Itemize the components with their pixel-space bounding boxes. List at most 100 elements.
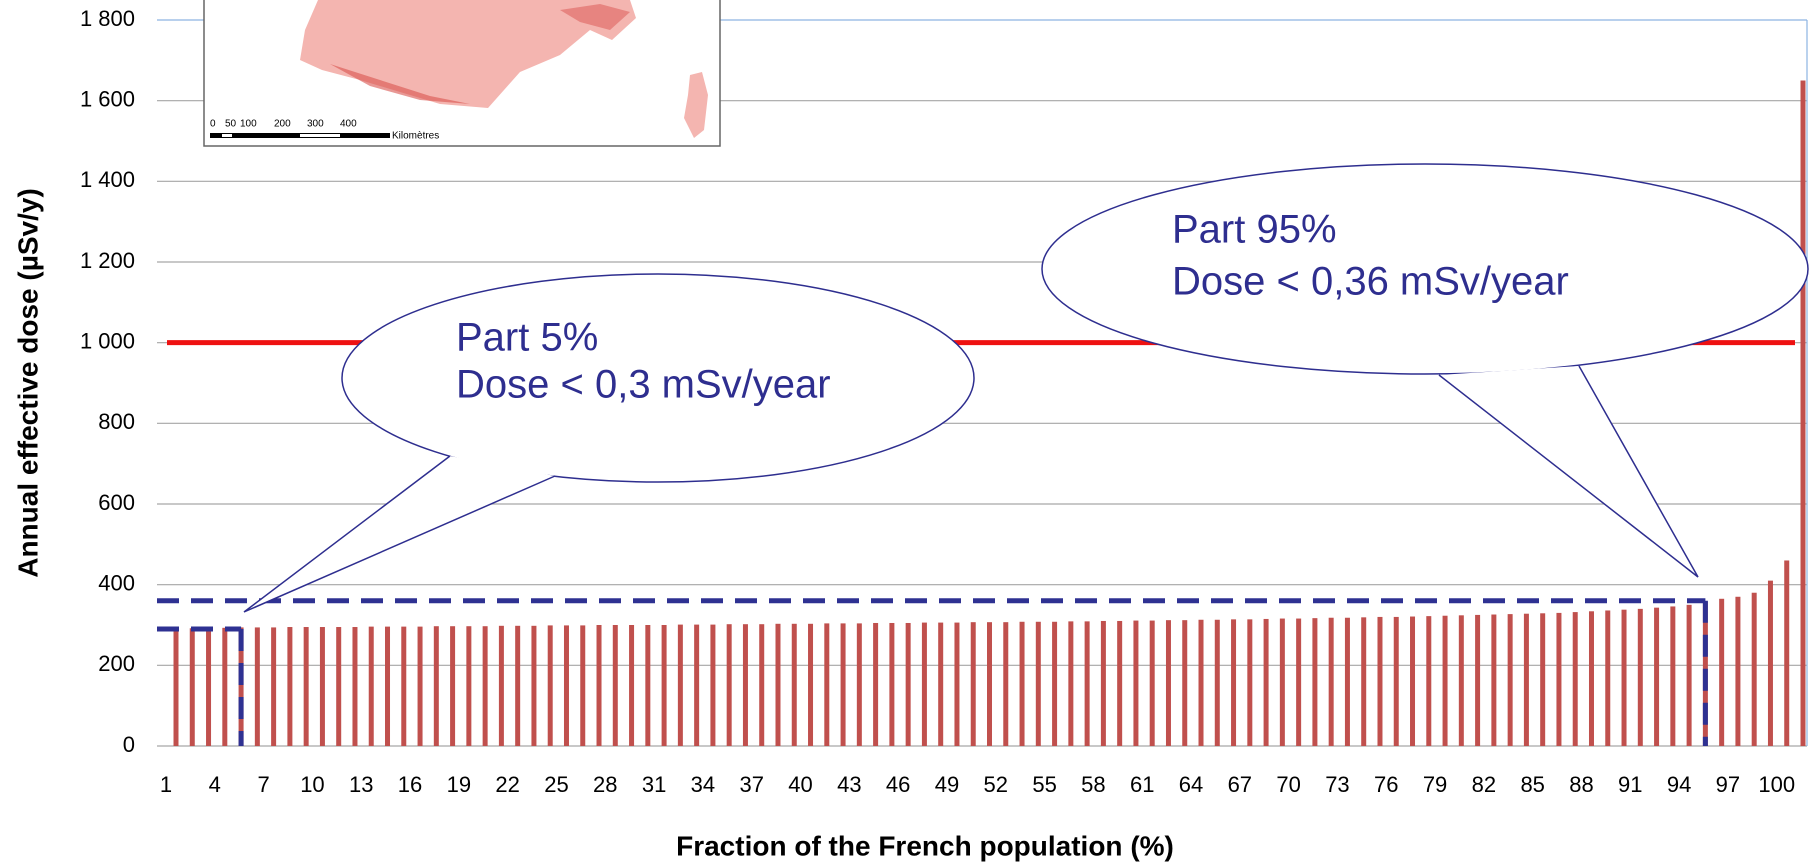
bar [1247, 619, 1252, 746]
bar [1459, 615, 1464, 746]
bar [174, 629, 179, 746]
bar [613, 625, 618, 746]
map-scale-label: 50 [225, 119, 237, 130]
bar [531, 626, 536, 746]
bar [369, 627, 374, 746]
bar [1752, 593, 1757, 746]
x-tick-label: 97 [1716, 772, 1740, 797]
y-tick-label: 1 800 [80, 6, 135, 31]
bar [434, 626, 439, 746]
bar [1215, 620, 1220, 746]
bar [1801, 81, 1806, 747]
bar [710, 625, 715, 746]
bar [1622, 610, 1627, 746]
bar [304, 627, 309, 746]
bar [466, 626, 471, 746]
callout-text: Dose < 0,36 mSv/year [1172, 260, 1569, 304]
bar [1638, 609, 1643, 746]
x-tick-label: 28 [593, 772, 617, 797]
bar [352, 627, 357, 746]
bar [483, 626, 488, 746]
x-tick-label: 70 [1276, 772, 1300, 797]
bar [678, 625, 683, 746]
x-tick-label: 13 [349, 772, 373, 797]
y-tick-label: 1 400 [80, 167, 135, 192]
bar [336, 627, 341, 746]
bar [1394, 617, 1399, 746]
map-scale-label: 100 [240, 119, 257, 130]
bar [190, 628, 195, 746]
bar [1508, 614, 1513, 746]
x-tick-label: 49 [935, 772, 959, 797]
map-scale-bar [300, 134, 340, 137]
bar [1068, 621, 1073, 746]
callout-text: Part 5% [456, 316, 598, 360]
bar [1312, 618, 1317, 746]
bar [1166, 620, 1171, 746]
x-tick-label: 10 [300, 772, 324, 797]
bar [954, 623, 959, 746]
bar [1296, 619, 1301, 746]
bar [1426, 616, 1431, 746]
y-tick-label: 600 [98, 490, 135, 515]
bar [1361, 617, 1366, 746]
map-unit: Kilomètres [392, 131, 439, 142]
bar [1085, 621, 1090, 746]
bar [1150, 621, 1155, 746]
bar [1345, 618, 1350, 746]
bar [971, 622, 976, 746]
bar [824, 623, 829, 746]
x-tick-label: 58 [1081, 772, 1105, 797]
x-tick-label: 85 [1520, 772, 1544, 797]
x-tick-label: 7 [257, 772, 269, 797]
callout: Part 95%Dose < 0,36 mSv/year [1042, 164, 1808, 577]
bar [1117, 621, 1122, 746]
map-scale-label: 0 [210, 119, 216, 130]
x-tick-label: 46 [886, 772, 910, 797]
y-tick-label: 1 000 [80, 328, 135, 353]
bar [1719, 599, 1724, 746]
x-tick-label: 52 [984, 772, 1008, 797]
bar [1491, 615, 1496, 746]
bar [1264, 619, 1269, 746]
bar [401, 627, 406, 746]
x-tick-label: 64 [1179, 772, 1203, 797]
bar [1133, 621, 1138, 746]
x-tick-label: 19 [447, 772, 471, 797]
x-tick-label: 88 [1569, 772, 1593, 797]
bar [1003, 622, 1008, 746]
y-tick-label: 400 [98, 570, 135, 595]
x-tick-label: 79 [1423, 772, 1447, 797]
bar [857, 623, 862, 746]
bar [255, 627, 260, 746]
bar [808, 624, 813, 746]
bar [1589, 611, 1594, 746]
y-tick-label: 800 [98, 409, 135, 434]
bar [1101, 621, 1106, 746]
bar [1524, 614, 1529, 746]
x-tick-label: 67 [1228, 772, 1252, 797]
bar [727, 624, 732, 746]
x-tick-label: 100 [1758, 772, 1795, 797]
bar [385, 627, 390, 746]
map-scale-bar [222, 134, 232, 137]
bar [889, 623, 894, 746]
bar [450, 626, 455, 746]
y-axis-title: Annual effective dose (µSv/y) [12, 188, 43, 578]
bar [1329, 618, 1334, 746]
bar [1280, 619, 1285, 746]
bar [873, 623, 878, 746]
x-tick-label: 34 [691, 772, 715, 797]
bar [759, 624, 764, 746]
x-tick-label: 22 [495, 772, 519, 797]
x-tick-label: 94 [1667, 772, 1691, 797]
bar [1768, 581, 1773, 746]
y-tick-label: 1 200 [80, 248, 135, 273]
bar [548, 625, 553, 746]
x-tick-label: 31 [642, 772, 666, 797]
map-scale-label: 200 [274, 119, 291, 130]
callout-tail [244, 456, 555, 612]
bar [1556, 613, 1561, 746]
bar [1654, 608, 1659, 746]
x-tick-label: 82 [1472, 772, 1496, 797]
